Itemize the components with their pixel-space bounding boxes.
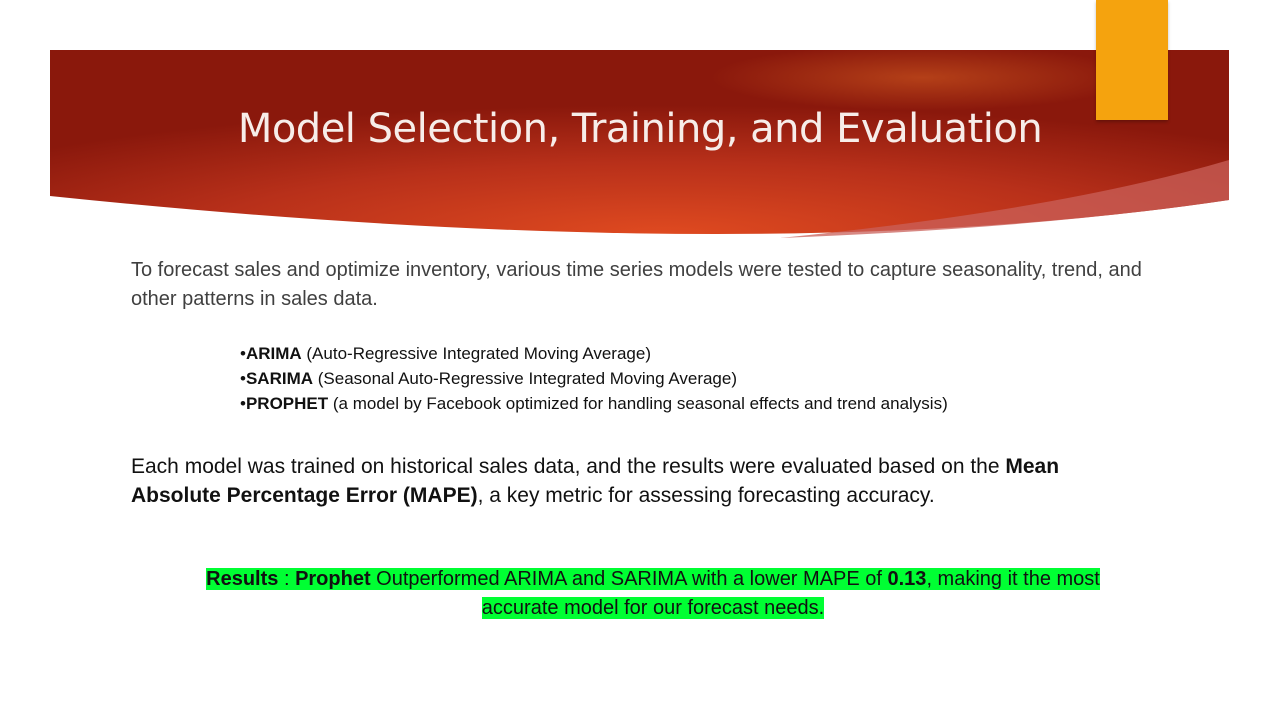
results-statement: Results : Prophet Outperformed ARIMA and… xyxy=(206,568,1100,619)
title-banner xyxy=(50,50,1229,238)
model-description: (Seasonal Auto-Regressive Integrated Mov… xyxy=(313,369,738,388)
mape-value: 0.13 xyxy=(887,568,927,590)
model-name: ARIMA xyxy=(245,344,302,363)
model-description: (a model by Facebook optimized for handl… xyxy=(328,394,948,413)
accent-tab xyxy=(1096,0,1168,120)
model-name: PROPHET xyxy=(245,394,329,413)
banner-swoosh xyxy=(780,160,1229,238)
model-list: •ARIMA (Auto-Regressive Integrated Movin… xyxy=(240,341,948,416)
list-item: •ARIMA (Auto-Regressive Integrated Movin… xyxy=(240,344,651,363)
slide-title: Model Selection, Training, and Evaluatio… xyxy=(237,106,1043,152)
model-name: SARIMA xyxy=(245,369,314,388)
list-item: •SARIMA (Seasonal Auto-Regressive Integr… xyxy=(240,369,738,388)
evaluation-paragraph: Each model was trained on historical sal… xyxy=(131,455,1060,507)
winner-model: Prophet xyxy=(295,568,371,590)
intro-paragraph: To forecast sales and optimize inventory… xyxy=(131,259,1142,310)
model-description: (Auto-Regressive Integrated Moving Avera… xyxy=(301,344,651,363)
list-item: •PROPHET (a model by Facebook optimized … xyxy=(240,394,948,413)
results-line-2: accurate model for our forecast needs. xyxy=(481,597,825,619)
results-label: Results xyxy=(206,568,279,590)
metric-name: Mean Absolute Percentage Error (MAPE) xyxy=(131,455,1060,507)
